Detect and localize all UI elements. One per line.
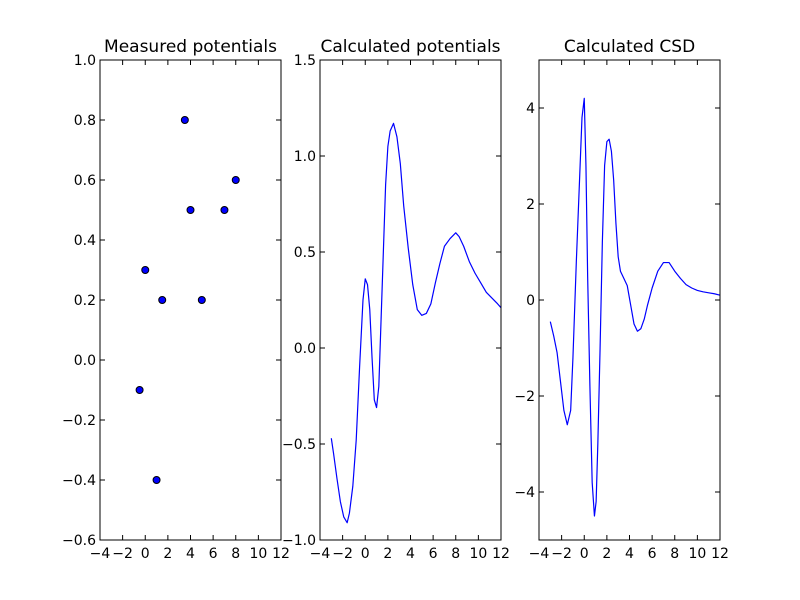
series-line <box>549 97 721 517</box>
x-tick-label: −2 <box>332 546 353 562</box>
x-tick-label: 8 <box>451 546 460 562</box>
x-tick-label: 10 <box>249 546 267 562</box>
x-tick-label: 2 <box>163 546 172 562</box>
data-point <box>231 176 240 184</box>
y-tick-label: 2 <box>526 197 535 213</box>
x-tick-label: 0 <box>580 546 589 562</box>
x-tick-label: 4 <box>625 546 634 562</box>
y-tick-label: 0.6 <box>74 173 96 189</box>
x-tick-label: −2 <box>551 546 572 562</box>
y-tick-label: −4 <box>514 485 535 501</box>
x-tick-label: 12 <box>711 546 729 562</box>
x-tick-label: −2 <box>112 546 133 562</box>
data-point <box>197 296 206 304</box>
x-tick-label: 10 <box>688 546 706 562</box>
data-point <box>152 476 161 484</box>
csd-line <box>549 97 721 517</box>
x-tick-label: −4 <box>529 546 550 562</box>
x-tick-label: 2 <box>383 546 392 562</box>
data-point <box>141 266 150 274</box>
data-point <box>158 296 167 304</box>
axis-ticks: −4 −2 0 2 4 6 8 10 12 −0.6 −0.4 −0.2 0.0 0.2 0.4 0.6 0.8… <box>62 53 290 562</box>
y-tick-label: −0.6 <box>62 533 96 549</box>
y-tick-label: 0.2 <box>74 293 96 309</box>
x-tick-label: 6 <box>648 546 657 562</box>
x-tick-label: 4 <box>186 546 195 562</box>
data-point <box>180 116 189 124</box>
data-point <box>220 206 229 214</box>
measured-points <box>135 116 240 484</box>
y-tick-label: 0.0 <box>74 353 96 369</box>
y-tick-label: −1.0 <box>282 533 316 549</box>
y-tick-label: 4 <box>526 101 535 117</box>
subplot-measured-potentials: −4 −2 0 2 4 6 8 10 12 −0.6 −0.4 −0.2 0.0 0.2 0.4 0.6 0.8… <box>62 37 290 562</box>
y-tick-label: −0.5 <box>282 437 316 453</box>
axis-ticks: −4 −2 0 2 4 6 8 10 12 −1.0 −0.5 0.0 0.5 1.0 1.5 <box>282 53 510 562</box>
x-tick-label: 6 <box>429 546 438 562</box>
y-tick-label: 1.0 <box>74 53 96 69</box>
y-tick-label: 0.8 <box>74 113 96 129</box>
chart-title: Calculated potentials <box>320 37 500 57</box>
y-tick-label: −0.4 <box>62 473 96 489</box>
y-tick-label: 0.4 <box>74 233 96 249</box>
y-tick-label: 1.0 <box>294 149 316 165</box>
x-tick-label: 10 <box>469 546 487 562</box>
y-tick-label: 0.0 <box>294 341 316 357</box>
x-tick-label: 12 <box>492 546 510 562</box>
y-tick-label: −0.2 <box>62 413 96 429</box>
x-tick-label: 12 <box>272 546 290 562</box>
potentials-line <box>330 122 502 524</box>
x-tick-label: 4 <box>406 546 415 562</box>
x-tick-label: −4 <box>90 546 111 562</box>
x-tick-label: 6 <box>209 546 218 562</box>
x-tick-label: 2 <box>602 546 611 562</box>
x-tick-label: −4 <box>310 546 331 562</box>
y-tick-label: −2 <box>514 389 535 405</box>
y-tick-label: 0 <box>526 293 535 309</box>
chart-title: Measured potentials <box>104 37 277 57</box>
y-tick-label: 1.5 <box>294 53 316 69</box>
x-tick-label: 8 <box>670 546 679 562</box>
data-point <box>135 386 144 394</box>
x-tick-label: 0 <box>141 546 150 562</box>
subplot-calculated-potentials: −4 −2 0 2 4 6 8 10 12 −1.0 −0.5 0.0 0.5 1.0 1.5 Calcul… <box>282 37 510 562</box>
x-tick-label: 8 <box>231 546 240 562</box>
y-tick-label: 0.5 <box>294 245 316 261</box>
x-tick-label: 0 <box>361 546 370 562</box>
series-line <box>330 122 502 524</box>
chart-title: Calculated CSD <box>564 37 695 57</box>
data-point <box>186 206 195 214</box>
